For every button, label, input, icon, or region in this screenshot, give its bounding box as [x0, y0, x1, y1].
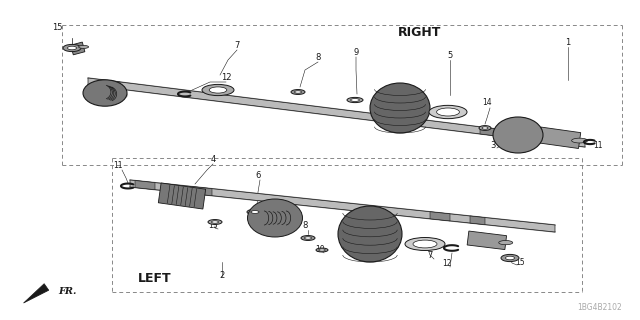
Polygon shape	[511, 132, 531, 139]
Ellipse shape	[202, 84, 234, 96]
Text: RIGHT: RIGHT	[398, 26, 442, 38]
Ellipse shape	[405, 237, 445, 251]
Text: 12: 12	[221, 73, 231, 82]
Text: 1: 1	[565, 38, 571, 47]
Text: 3: 3	[490, 141, 496, 150]
Text: 11: 11	[593, 141, 603, 150]
Text: LEFT: LEFT	[138, 271, 172, 284]
Polygon shape	[190, 186, 212, 196]
Ellipse shape	[291, 90, 305, 94]
Ellipse shape	[209, 87, 227, 93]
Polygon shape	[24, 284, 49, 303]
Text: FR.: FR.	[58, 287, 76, 297]
Ellipse shape	[301, 236, 315, 240]
Ellipse shape	[506, 256, 515, 260]
Ellipse shape	[493, 117, 543, 153]
Ellipse shape	[67, 46, 77, 50]
Text: 8: 8	[316, 53, 321, 62]
Ellipse shape	[208, 220, 222, 224]
Ellipse shape	[63, 44, 81, 52]
Text: 15: 15	[515, 258, 525, 267]
Polygon shape	[102, 80, 120, 89]
Ellipse shape	[305, 237, 312, 239]
Ellipse shape	[83, 80, 127, 106]
Polygon shape	[467, 231, 507, 250]
Ellipse shape	[79, 45, 88, 48]
Ellipse shape	[248, 199, 303, 237]
Polygon shape	[70, 42, 85, 55]
Ellipse shape	[95, 90, 128, 101]
Text: 9: 9	[353, 48, 358, 57]
Polygon shape	[88, 78, 585, 147]
Ellipse shape	[572, 138, 588, 143]
Ellipse shape	[294, 91, 301, 93]
Polygon shape	[539, 127, 580, 148]
Text: 1BG4B2102: 1BG4B2102	[577, 303, 622, 312]
Polygon shape	[430, 212, 450, 221]
Text: 7: 7	[428, 251, 433, 260]
Ellipse shape	[482, 127, 488, 129]
Ellipse shape	[247, 209, 263, 215]
Text: 2: 2	[220, 271, 225, 280]
Ellipse shape	[436, 108, 460, 116]
Text: 5: 5	[447, 51, 452, 60]
Polygon shape	[158, 183, 205, 209]
Ellipse shape	[351, 99, 360, 101]
Ellipse shape	[429, 105, 467, 119]
Text: 8: 8	[302, 221, 308, 230]
Text: 13: 13	[208, 221, 218, 230]
Ellipse shape	[479, 125, 491, 131]
Text: 6: 6	[255, 171, 260, 180]
Polygon shape	[130, 180, 555, 232]
Polygon shape	[480, 127, 502, 137]
Ellipse shape	[211, 221, 218, 223]
Ellipse shape	[316, 248, 328, 252]
Text: 10: 10	[315, 245, 325, 254]
Text: 15: 15	[52, 23, 62, 32]
Ellipse shape	[499, 241, 513, 245]
Ellipse shape	[251, 211, 259, 213]
Text: 7: 7	[234, 41, 240, 50]
Ellipse shape	[501, 254, 519, 262]
Ellipse shape	[413, 240, 437, 248]
Text: 11: 11	[113, 161, 123, 170]
Text: 4: 4	[211, 155, 216, 164]
Polygon shape	[135, 180, 155, 190]
Ellipse shape	[370, 83, 430, 133]
Polygon shape	[470, 216, 485, 225]
Polygon shape	[535, 134, 553, 143]
Text: 12: 12	[442, 259, 452, 268]
Ellipse shape	[338, 206, 402, 262]
Text: 14: 14	[482, 98, 492, 107]
Ellipse shape	[347, 97, 363, 103]
Ellipse shape	[319, 249, 325, 251]
